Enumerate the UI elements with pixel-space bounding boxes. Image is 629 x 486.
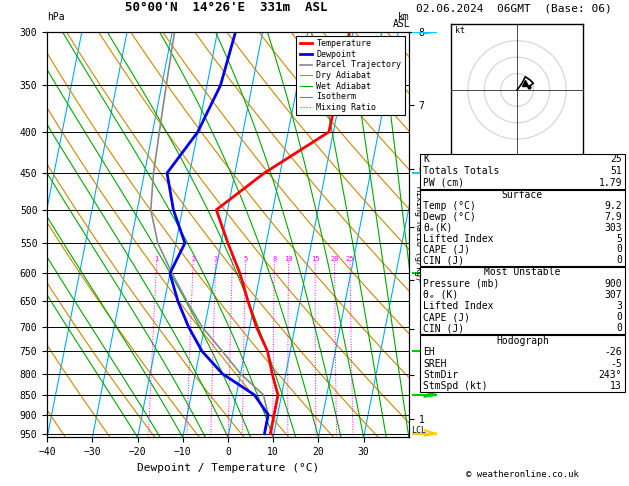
Text: Totals Totals: Totals Totals bbox=[423, 166, 499, 176]
Text: 0: 0 bbox=[616, 312, 622, 322]
Text: θₑ(K): θₑ(K) bbox=[423, 223, 453, 233]
Text: K: K bbox=[423, 155, 429, 164]
Text: Pressure (mb): Pressure (mb) bbox=[423, 278, 499, 289]
Text: Lifted Index: Lifted Index bbox=[423, 301, 494, 311]
Text: hPa: hPa bbox=[47, 12, 65, 22]
Text: θₑ (K): θₑ (K) bbox=[423, 290, 459, 300]
Text: -26: -26 bbox=[604, 347, 622, 357]
Text: 243°: 243° bbox=[599, 370, 622, 380]
Text: 50°00'N  14°26'E  331m  ASL: 50°00'N 14°26'E 331m ASL bbox=[125, 0, 328, 14]
Text: 10: 10 bbox=[284, 256, 293, 261]
Text: 0: 0 bbox=[616, 323, 622, 333]
Text: PW (cm): PW (cm) bbox=[423, 178, 464, 188]
Text: 0: 0 bbox=[616, 244, 622, 255]
Text: ASL: ASL bbox=[392, 19, 410, 29]
Text: 303: 303 bbox=[604, 223, 622, 233]
Text: 02.06.2024  06GMT  (Base: 06): 02.06.2024 06GMT (Base: 06) bbox=[416, 3, 612, 14]
Text: StmSpd (kt): StmSpd (kt) bbox=[423, 382, 488, 391]
Text: 7.9: 7.9 bbox=[604, 212, 622, 222]
Text: EH: EH bbox=[423, 347, 435, 357]
Text: 15: 15 bbox=[311, 256, 320, 261]
Text: 8: 8 bbox=[272, 256, 277, 261]
Text: 25: 25 bbox=[610, 155, 622, 164]
Text: 1.79: 1.79 bbox=[599, 178, 622, 188]
Text: Surface: Surface bbox=[502, 190, 543, 200]
Text: Mixing Ratio (g/kg): Mixing Ratio (g/kg) bbox=[414, 186, 423, 281]
Text: 4: 4 bbox=[230, 256, 235, 261]
Text: © weatheronline.co.uk: © weatheronline.co.uk bbox=[465, 469, 579, 479]
Text: SREH: SREH bbox=[423, 359, 447, 368]
Text: 3: 3 bbox=[214, 256, 218, 261]
Text: 307: 307 bbox=[604, 290, 622, 300]
Text: 2: 2 bbox=[191, 256, 195, 261]
Text: LCL: LCL bbox=[411, 426, 426, 435]
Text: Lifted Index: Lifted Index bbox=[423, 234, 494, 243]
Text: 9.2: 9.2 bbox=[604, 201, 622, 211]
Text: Hodograph: Hodograph bbox=[496, 336, 549, 346]
Text: -5: -5 bbox=[610, 359, 622, 368]
Legend: Temperature, Dewpoint, Parcel Trajectory, Dry Adiabat, Wet Adiabat, Isotherm, Mi: Temperature, Dewpoint, Parcel Trajectory… bbox=[296, 36, 404, 115]
Text: 20: 20 bbox=[330, 256, 339, 261]
Text: CAPE (J): CAPE (J) bbox=[423, 312, 470, 322]
Text: Dewp (°C): Dewp (°C) bbox=[423, 212, 476, 222]
Text: 5: 5 bbox=[616, 234, 622, 243]
X-axis label: Dewpoint / Temperature (°C): Dewpoint / Temperature (°C) bbox=[137, 463, 319, 473]
Text: CAPE (J): CAPE (J) bbox=[423, 244, 470, 255]
Text: km: km bbox=[398, 12, 410, 22]
Text: 13: 13 bbox=[610, 382, 622, 391]
Text: 5: 5 bbox=[243, 256, 248, 261]
Text: CIN (J): CIN (J) bbox=[423, 323, 464, 333]
Text: 900: 900 bbox=[604, 278, 622, 289]
Text: CIN (J): CIN (J) bbox=[423, 255, 464, 265]
Text: 0: 0 bbox=[616, 255, 622, 265]
Text: 25: 25 bbox=[346, 256, 354, 261]
Text: 1: 1 bbox=[155, 256, 159, 261]
Text: kt: kt bbox=[455, 25, 465, 35]
Text: Most Unstable: Most Unstable bbox=[484, 267, 560, 278]
Text: StmDir: StmDir bbox=[423, 370, 459, 380]
Text: 3: 3 bbox=[616, 301, 622, 311]
Text: 51: 51 bbox=[610, 166, 622, 176]
Text: Temp (°C): Temp (°C) bbox=[423, 201, 476, 211]
